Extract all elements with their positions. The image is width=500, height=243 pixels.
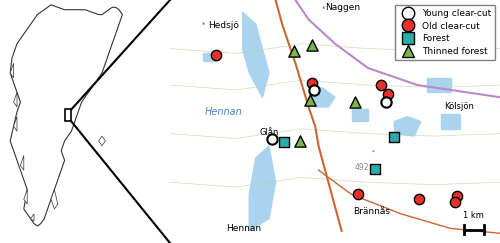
Point — [212, 53, 220, 57]
Legend: Young clear-cut, Old clear-cut, Forest, Thinned forest: Young clear-cut, Old clear-cut, Forest, … — [394, 5, 496, 60]
Point — [415, 197, 423, 201]
Point — [453, 194, 461, 198]
Point — [280, 140, 288, 144]
Point — [452, 200, 460, 204]
Polygon shape — [98, 136, 105, 146]
Polygon shape — [249, 146, 276, 231]
Polygon shape — [30, 214, 34, 221]
Point — [306, 98, 314, 102]
Text: *: * — [202, 22, 205, 28]
Polygon shape — [440, 114, 460, 129]
Text: Naggen: Naggen — [325, 3, 360, 12]
Text: Brännås: Brännås — [353, 207, 390, 216]
Bar — [64, 109, 71, 122]
Point — [290, 49, 298, 53]
Point — [384, 92, 392, 95]
Text: 492: 492 — [355, 163, 370, 172]
Polygon shape — [352, 109, 368, 122]
Text: 1 km: 1 km — [463, 211, 484, 220]
Polygon shape — [428, 78, 450, 92]
Polygon shape — [394, 117, 421, 136]
Text: Glån: Glån — [259, 128, 278, 137]
Polygon shape — [203, 53, 216, 61]
Text: Hennan: Hennan — [226, 224, 261, 233]
Polygon shape — [242, 12, 269, 97]
Text: *: * — [372, 150, 374, 155]
Polygon shape — [10, 5, 122, 226]
Point — [351, 100, 359, 104]
Point — [354, 192, 362, 196]
Polygon shape — [308, 87, 335, 107]
Text: *: * — [322, 6, 325, 12]
Point — [308, 81, 316, 85]
Point — [382, 100, 390, 104]
Point — [390, 135, 398, 139]
Polygon shape — [20, 156, 24, 170]
Polygon shape — [14, 92, 17, 107]
Text: Hedsjö: Hedsjö — [208, 21, 239, 30]
Point — [296, 139, 304, 143]
Text: Kölsjön: Kölsjön — [444, 102, 474, 112]
Point — [310, 88, 318, 92]
Polygon shape — [51, 190, 58, 209]
Text: *: * — [448, 105, 451, 110]
Polygon shape — [14, 117, 17, 131]
Point — [370, 167, 378, 171]
Point — [308, 43, 316, 47]
Point — [377, 83, 385, 87]
Polygon shape — [10, 63, 14, 78]
Point — [268, 137, 276, 140]
Text: Hennan: Hennan — [204, 107, 242, 117]
Polygon shape — [24, 190, 27, 204]
